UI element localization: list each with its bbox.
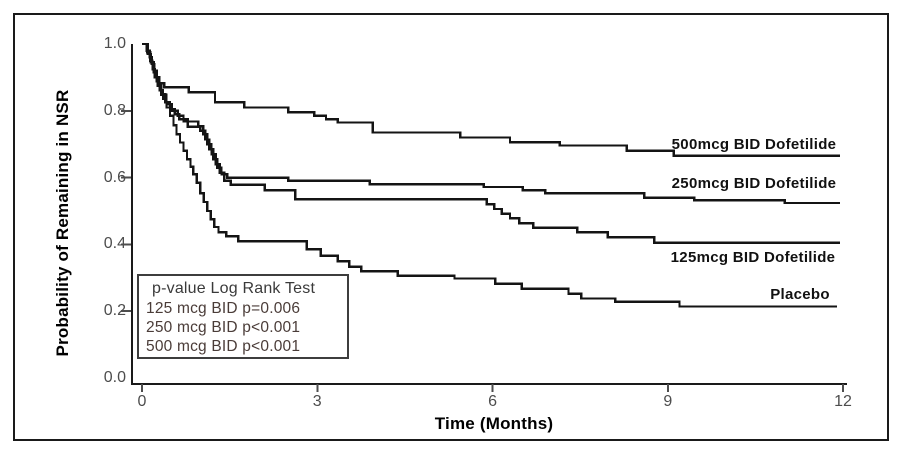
- y-tick-label: 0.6: [103, 168, 126, 186]
- series-label-500mcg-bid-dofetilide: 500mcg BID Dofetilide: [671, 136, 837, 153]
- y-axis-title: Probability of Remaining in NSR: [53, 89, 72, 357]
- x-tick-label: 3: [312, 393, 322, 410]
- y-tick-label: 0.4: [103, 235, 126, 253]
- survival-curve-placebo: [142, 42, 838, 308]
- pvalue-line-125: 125 mcg BID p=0.006: [146, 300, 301, 317]
- x-tick-label: 6: [488, 393, 497, 410]
- series-label-125mcg-bid-dofetilide: 125mcg BID Dofetilide: [670, 249, 836, 266]
- pvalue-line-500: 500 mcg BID p<0.001: [146, 338, 301, 355]
- y-tick-label: 0.0: [103, 369, 126, 386]
- series-label-placebo: Placebo: [770, 286, 830, 303]
- pvalue-box-title: p-value Log Rank Test: [152, 280, 316, 297]
- x-tick-label: 0: [137, 393, 147, 410]
- survival-curve-125mcg-bid-dofetilide: [142, 42, 841, 244]
- pvalue-line-250: 250 mcg BID p<0.001: [146, 319, 301, 336]
- y-tick-label: 0.8: [103, 101, 126, 119]
- series-label-250mcg-bid-dofetilide: 250mcg BID Dofetilide: [671, 175, 837, 192]
- pvalue-annotation-box: p-value Log Rank Test 125 mcg BID p=0.00…: [137, 274, 349, 359]
- axis-lines: [131, 44, 847, 385]
- x-axis-title: Time (Months): [434, 414, 554, 433]
- y-tick-label: 1.0: [103, 35, 126, 52]
- x-tick-label: 12: [834, 393, 852, 410]
- x-tick-label: 9: [663, 393, 673, 410]
- y-tick-label: 0.2: [103, 302, 126, 320]
